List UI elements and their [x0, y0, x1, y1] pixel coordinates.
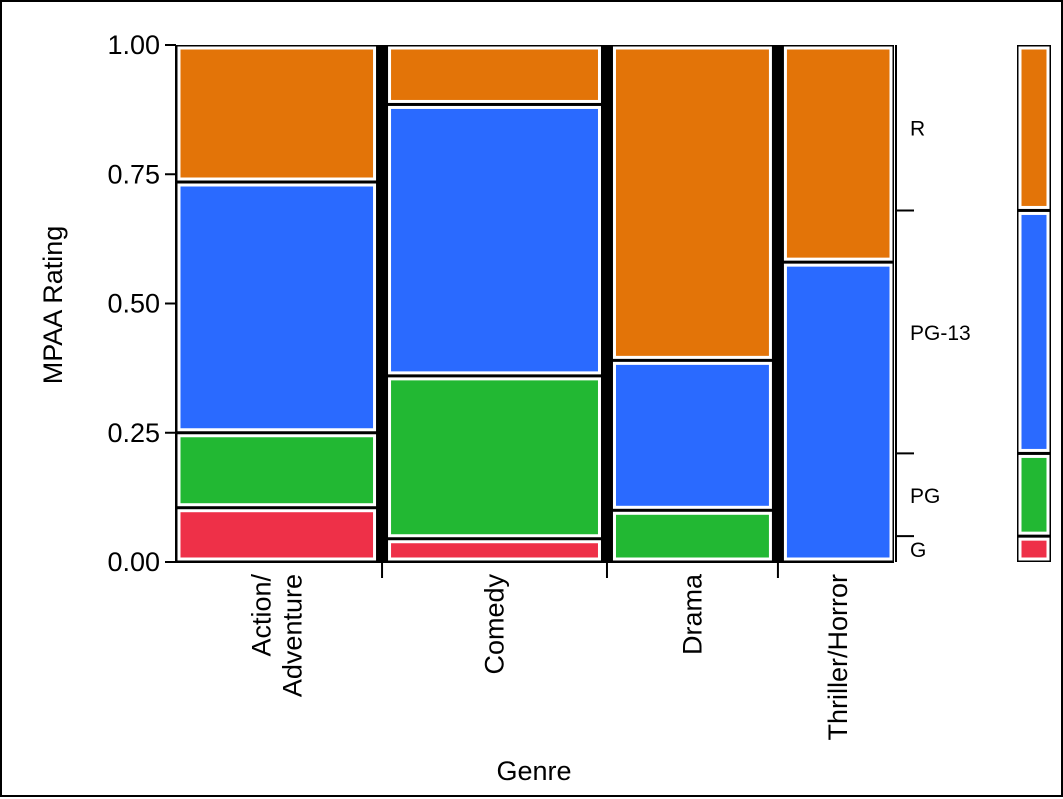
x-tick-label-comedy: Comedy — [480, 574, 510, 675]
x-tick-label-drama: Drama — [677, 573, 707, 655]
y-tick-label: 1.00 — [107, 30, 160, 60]
tile-thriller-horror-pg-13 — [783, 263, 893, 561]
x-axis-title: Genre — [496, 756, 571, 786]
x-tick-label-line: Drama — [677, 573, 707, 655]
y-tick-label: 0.25 — [107, 418, 160, 448]
y-tick-label: 0.00 — [107, 547, 160, 577]
y-tick-label: 0.75 — [107, 159, 160, 189]
x-tick-label-action-adventure: Action/Adventure — [246, 574, 307, 698]
tile-drama-pg-13 — [612, 361, 772, 509]
rating-label-pg-13: PG-13 — [910, 322, 971, 345]
tile-drama-r — [612, 46, 772, 359]
x-tick-label-line: Comedy — [480, 574, 510, 675]
y-tick-label: 0.50 — [107, 289, 160, 319]
x-tick-label-line: Adventure — [277, 574, 307, 697]
tile-action-adventure-pg — [177, 434, 377, 507]
y-axis-title: MPAA Rating — [38, 226, 68, 385]
legend-swatch-r — [1018, 46, 1050, 209]
rating-label-g: G — [910, 539, 926, 562]
tile-action-adventure-pg-13 — [177, 183, 377, 432]
x-ticks: Action/Adventure Comedy Drama Thriller/Horr… — [246, 562, 853, 741]
tile-action-adventure-g — [177, 509, 377, 561]
rating-label-pg: PG — [910, 485, 940, 508]
legend-swatch-pg — [1018, 454, 1050, 535]
tile-thriller-horror-r — [783, 46, 893, 261]
right-rating-labels: G PG PG-13 R — [895, 45, 971, 562]
y-ticks: 0.00 0.25 0.50 0.75 1.00 — [107, 30, 176, 577]
legend-bar — [1017, 45, 1051, 562]
tile-action-adventure-r — [177, 46, 377, 181]
tile-comedy-pg — [388, 377, 601, 538]
tile-comedy-pg-13 — [388, 105, 601, 375]
tile-comedy-r — [388, 46, 601, 103]
x-tick-label-line: Action/ — [246, 574, 276, 657]
legend-swatch-g — [1018, 537, 1050, 561]
legend-swatch-pg-13 — [1018, 211, 1050, 452]
rating-label-r: R — [910, 118, 925, 141]
tile-comedy-g — [388, 540, 601, 561]
x-tick-label-thriller-horror: Thriller/Horror — [823, 574, 853, 741]
tile-drama-pg — [612, 511, 772, 561]
x-tick-label-line: Thriller/Horror — [823, 574, 853, 741]
mosaic-tiles — [176, 45, 894, 562]
